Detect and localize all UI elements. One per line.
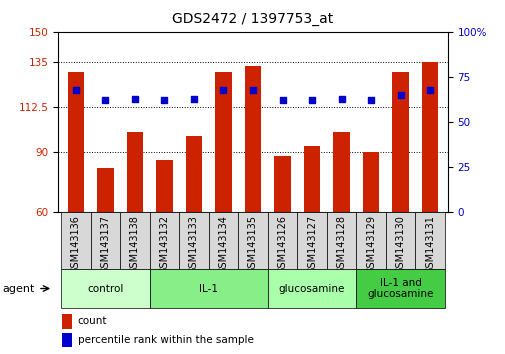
Point [278,98,286,103]
Bar [90,212,120,269]
Text: glucosamine: glucosamine [278,284,344,293]
Point [219,87,227,92]
Bar [244,66,261,212]
Text: GSM143130: GSM143130 [395,215,405,274]
Bar [326,212,356,269]
Text: GSM143138: GSM143138 [130,215,140,274]
Bar [208,212,238,269]
Text: GSM143133: GSM143133 [188,215,198,274]
Bar [149,269,267,308]
Point [308,98,316,103]
Bar [156,160,172,212]
Bar [127,132,143,212]
Text: GSM143136: GSM143136 [71,215,81,274]
Bar [356,212,385,269]
Bar [392,72,408,212]
Bar [61,212,90,269]
Point [160,98,168,103]
Point [337,96,345,102]
Bar [267,269,356,308]
Bar [97,168,113,212]
Text: GSM143132: GSM143132 [159,215,169,274]
Point [425,87,433,92]
Point [248,87,257,92]
Text: count: count [78,316,107,326]
Text: IL-1: IL-1 [199,284,218,293]
Bar [362,152,378,212]
Bar [215,72,231,212]
Bar [149,212,179,269]
Bar [120,212,149,269]
Bar [238,212,267,269]
Bar [68,72,84,212]
Text: GSM143137: GSM143137 [100,215,110,274]
Point [101,98,109,103]
Point [131,96,139,102]
Text: percentile rank within the sample: percentile rank within the sample [78,335,253,345]
Bar [185,136,201,212]
Bar [61,269,149,308]
Text: control: control [87,284,123,293]
Bar [297,212,326,269]
Bar [356,269,444,308]
Bar [62,332,72,347]
Text: GSM143129: GSM143129 [365,215,375,274]
Bar [333,132,349,212]
Bar [179,212,208,269]
Bar [304,146,320,212]
Bar [274,156,290,212]
Bar [62,314,72,329]
Text: GSM143128: GSM143128 [336,215,346,274]
Point [189,96,197,102]
Bar [421,62,437,212]
Text: GDS2472 / 1397753_at: GDS2472 / 1397753_at [172,12,333,27]
Point [72,87,80,92]
Text: GSM143127: GSM143127 [307,215,317,274]
Point [396,92,404,98]
Bar [415,212,444,269]
Bar [267,212,296,269]
Point [366,98,374,103]
Text: IL-1 and
glucosamine: IL-1 and glucosamine [367,278,433,299]
Text: GSM143131: GSM143131 [424,215,434,274]
Text: GSM143134: GSM143134 [218,215,228,274]
Text: GSM143126: GSM143126 [277,215,287,274]
Text: agent: agent [3,284,35,293]
Bar [385,212,415,269]
Text: GSM143135: GSM143135 [247,215,258,274]
